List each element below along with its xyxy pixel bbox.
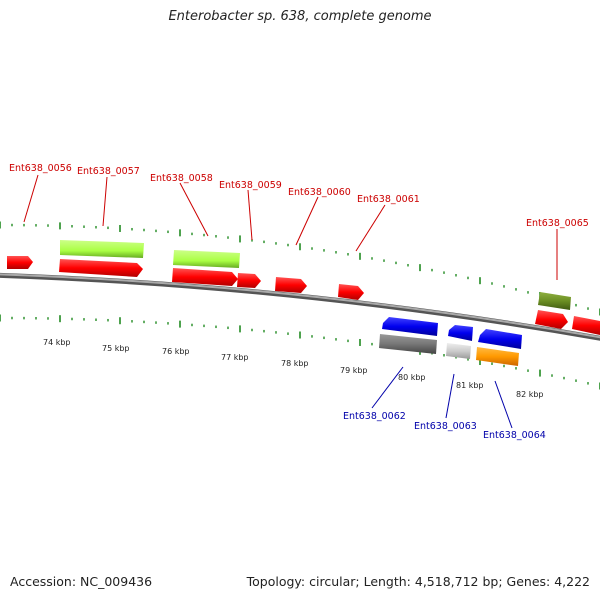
cds-arrow-0057	[59, 259, 143, 277]
gene-label-0063: Ent638_0063	[414, 421, 477, 432]
scale-label-78: 78 kbp	[281, 359, 309, 368]
gene-label-0064: Ent638_0064	[483, 430, 546, 441]
gene-label-0065: Ent638_0065	[526, 218, 589, 229]
scale-label-77: 77 kbp	[221, 353, 249, 362]
scale-label-80: 80 kbp	[398, 373, 426, 382]
gene-label-0057: Ent638_0057	[77, 166, 140, 177]
leader-0060	[295, 196, 319, 246]
gene-label-0056: Ent638_0056	[9, 163, 72, 174]
leader-0062	[371, 366, 404, 409]
scale-label-76: 76 kbp	[162, 347, 190, 356]
upper-tick-row	[0, 221, 600, 316]
forward-features	[7, 240, 600, 335]
gene-label-0062: Ent638_0062	[343, 411, 406, 422]
scale-label-82: 82 kbp	[516, 390, 544, 399]
gene-bar-0063	[446, 343, 471, 359]
cds-arrow-0059	[237, 273, 261, 288]
leader-0058	[179, 182, 209, 237]
gene-label-0061: Ent638_0061	[357, 194, 420, 205]
genome-backbone	[0, 272, 600, 341]
scale-label-74: 74 kbp	[43, 338, 71, 347]
cds-arrow-0056	[7, 256, 33, 269]
leader-0059	[247, 189, 253, 241]
cds-arrow-0063	[448, 325, 473, 341]
genome-summary-text: Topology: circular; Length: 4,518,712 bp…	[246, 574, 590, 589]
cds-arrow-0062	[382, 317, 438, 336]
leader-0057	[102, 176, 108, 227]
genome-backbone-highlight	[0, 273, 600, 339]
accession-text: Accession: NC_009436	[10, 574, 153, 589]
gene-labels: Ent638_0056 Ent638_0057 Ent638_0058 Ent6…	[9, 163, 589, 441]
cds-arrow-0060	[275, 277, 307, 293]
leader-0063	[445, 373, 455, 419]
label-leaders	[23, 174, 558, 429]
gene-label-0060: Ent638_0060	[288, 187, 351, 198]
cds-arrow-0065	[535, 310, 568, 329]
scale-label-81: 81 kbp	[456, 381, 484, 390]
leader-0061	[355, 204, 386, 252]
cds-arrow-0064	[478, 329, 522, 349]
gene-bar-0057	[60, 240, 144, 258]
cds-arrow-edge	[572, 316, 600, 335]
reverse-features	[379, 317, 522, 366]
cds-arrow-0058	[172, 268, 238, 286]
map-title: Enterobacter sp. 638, complete genome	[168, 9, 432, 24]
gene-label-0058: Ent638_0058	[150, 173, 213, 184]
leader-0056	[23, 174, 39, 223]
scale-label-75: 75 kbp	[102, 344, 130, 353]
cds-arrow-0061	[338, 284, 364, 300]
scale-labels: 74 kbp 75 kbp 76 kbp 77 kbp 78 kbp 79 kb…	[43, 338, 544, 399]
gene-bar-0064	[476, 347, 519, 366]
gene-label-0059: Ent638_0059	[219, 180, 282, 191]
gene-bar-0062	[379, 334, 437, 354]
leader-0064	[494, 380, 513, 429]
gene-bar-0065	[538, 292, 571, 310]
gene-bar-0058	[173, 250, 240, 268]
scale-label-79: 79 kbp	[340, 366, 368, 375]
